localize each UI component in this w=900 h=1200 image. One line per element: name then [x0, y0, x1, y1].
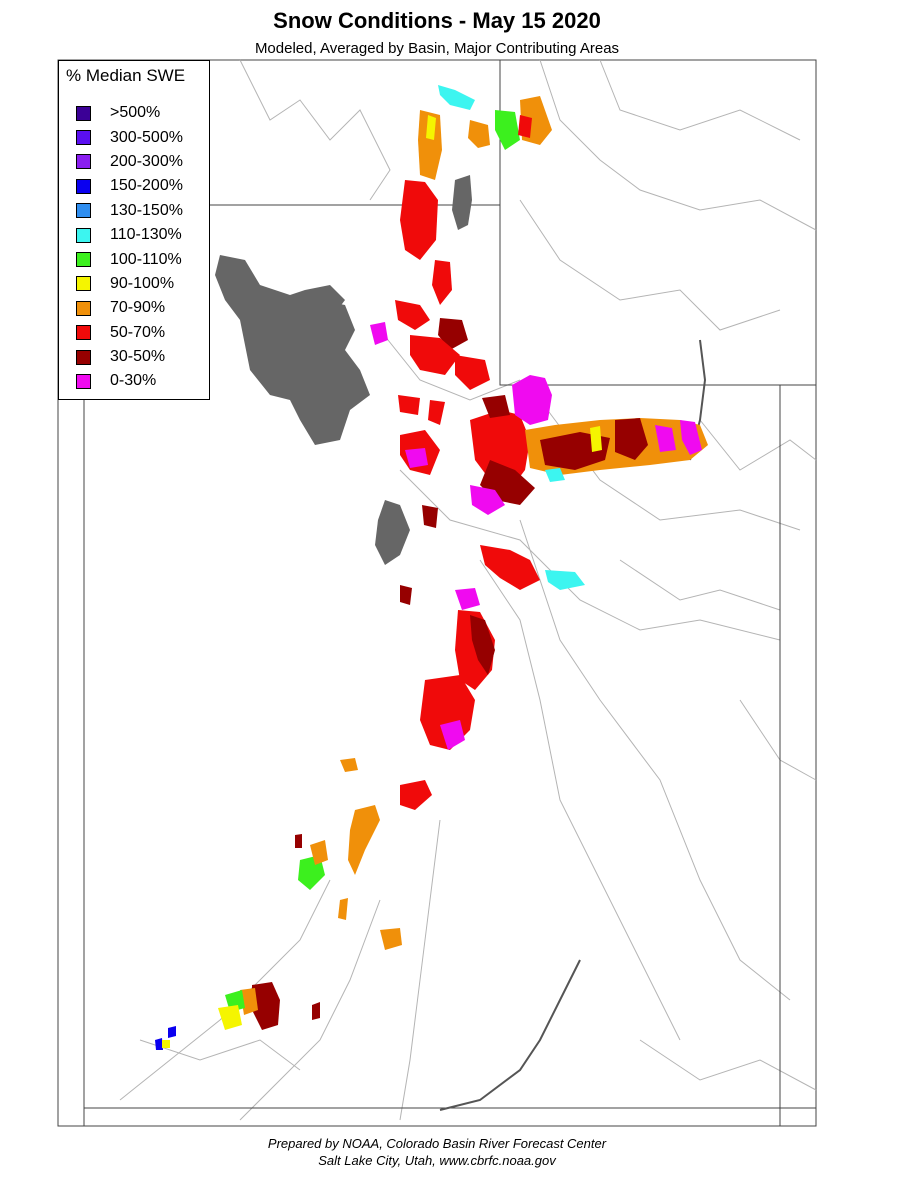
legend-label: 100-110%	[110, 250, 182, 268]
legend-item: 110-130%	[76, 223, 183, 247]
legend-title: % Median SWE	[66, 66, 186, 85]
legend-swatch	[76, 203, 91, 219]
legend: % Median SWE >500% 300-500% 200-300% 150…	[58, 60, 210, 400]
legend-label: 200-300%	[110, 152, 183, 170]
legend-item: 200-300%	[76, 150, 183, 174]
page-subtitle: Modeled, Averaged by Basin, Major Contri…	[254, 40, 620, 57]
legend-swatch	[76, 227, 91, 243]
legend-label: 150-200%	[110, 177, 183, 195]
legend-item: >500%	[76, 101, 183, 125]
legend-label: 300-500%	[110, 128, 183, 146]
legend-item: 50-70%	[76, 321, 183, 345]
legend-item: 70-90%	[76, 296, 183, 320]
legend-swatch	[76, 154, 91, 170]
legend-item: 100-110%	[76, 247, 183, 271]
legend-swatch	[76, 325, 91, 341]
legend-label: 90-100%	[110, 274, 175, 292]
page-title: Snow Conditions - May 15 2020	[273, 8, 601, 33]
legend-item: 90-100%	[76, 272, 183, 296]
legend-item: 30-50%	[76, 345, 183, 369]
legend-item: 0-30%	[76, 369, 183, 393]
legend-swatch	[76, 178, 91, 194]
legend-label: >500%	[110, 104, 161, 122]
legend-item: 150-200%	[76, 174, 183, 198]
footer-location: Salt Lake City, Utah, www.cbrfc.noaa.gov	[318, 1153, 556, 1168]
legend-swatch	[76, 349, 91, 365]
legend-item: 130-150%	[76, 199, 183, 223]
legend-label: 110-130%	[110, 226, 182, 244]
legend-list: >500% 300-500% 200-300% 150-200% 130-150…	[76, 101, 183, 394]
legend-label: 50-70%	[110, 323, 166, 341]
legend-label: 30-50%	[110, 348, 166, 366]
legend-label: 130-150%	[110, 201, 183, 219]
legend-swatch	[76, 105, 91, 121]
legend-label: 0-30%	[110, 372, 157, 390]
legend-swatch	[76, 130, 91, 146]
legend-label: 70-90%	[110, 299, 166, 317]
footer-credit: Prepared by NOAA, Colorado Basin River F…	[267, 1136, 607, 1151]
swe-regions	[155, 85, 708, 1050]
legend-swatch	[76, 373, 91, 389]
legend-swatch	[76, 252, 91, 268]
legend-swatch	[76, 276, 91, 292]
lakes	[215, 175, 472, 565]
map-frame	[57, 59, 817, 1127]
legend-item: 300-500%	[76, 125, 183, 149]
legend-swatch	[76, 300, 91, 316]
